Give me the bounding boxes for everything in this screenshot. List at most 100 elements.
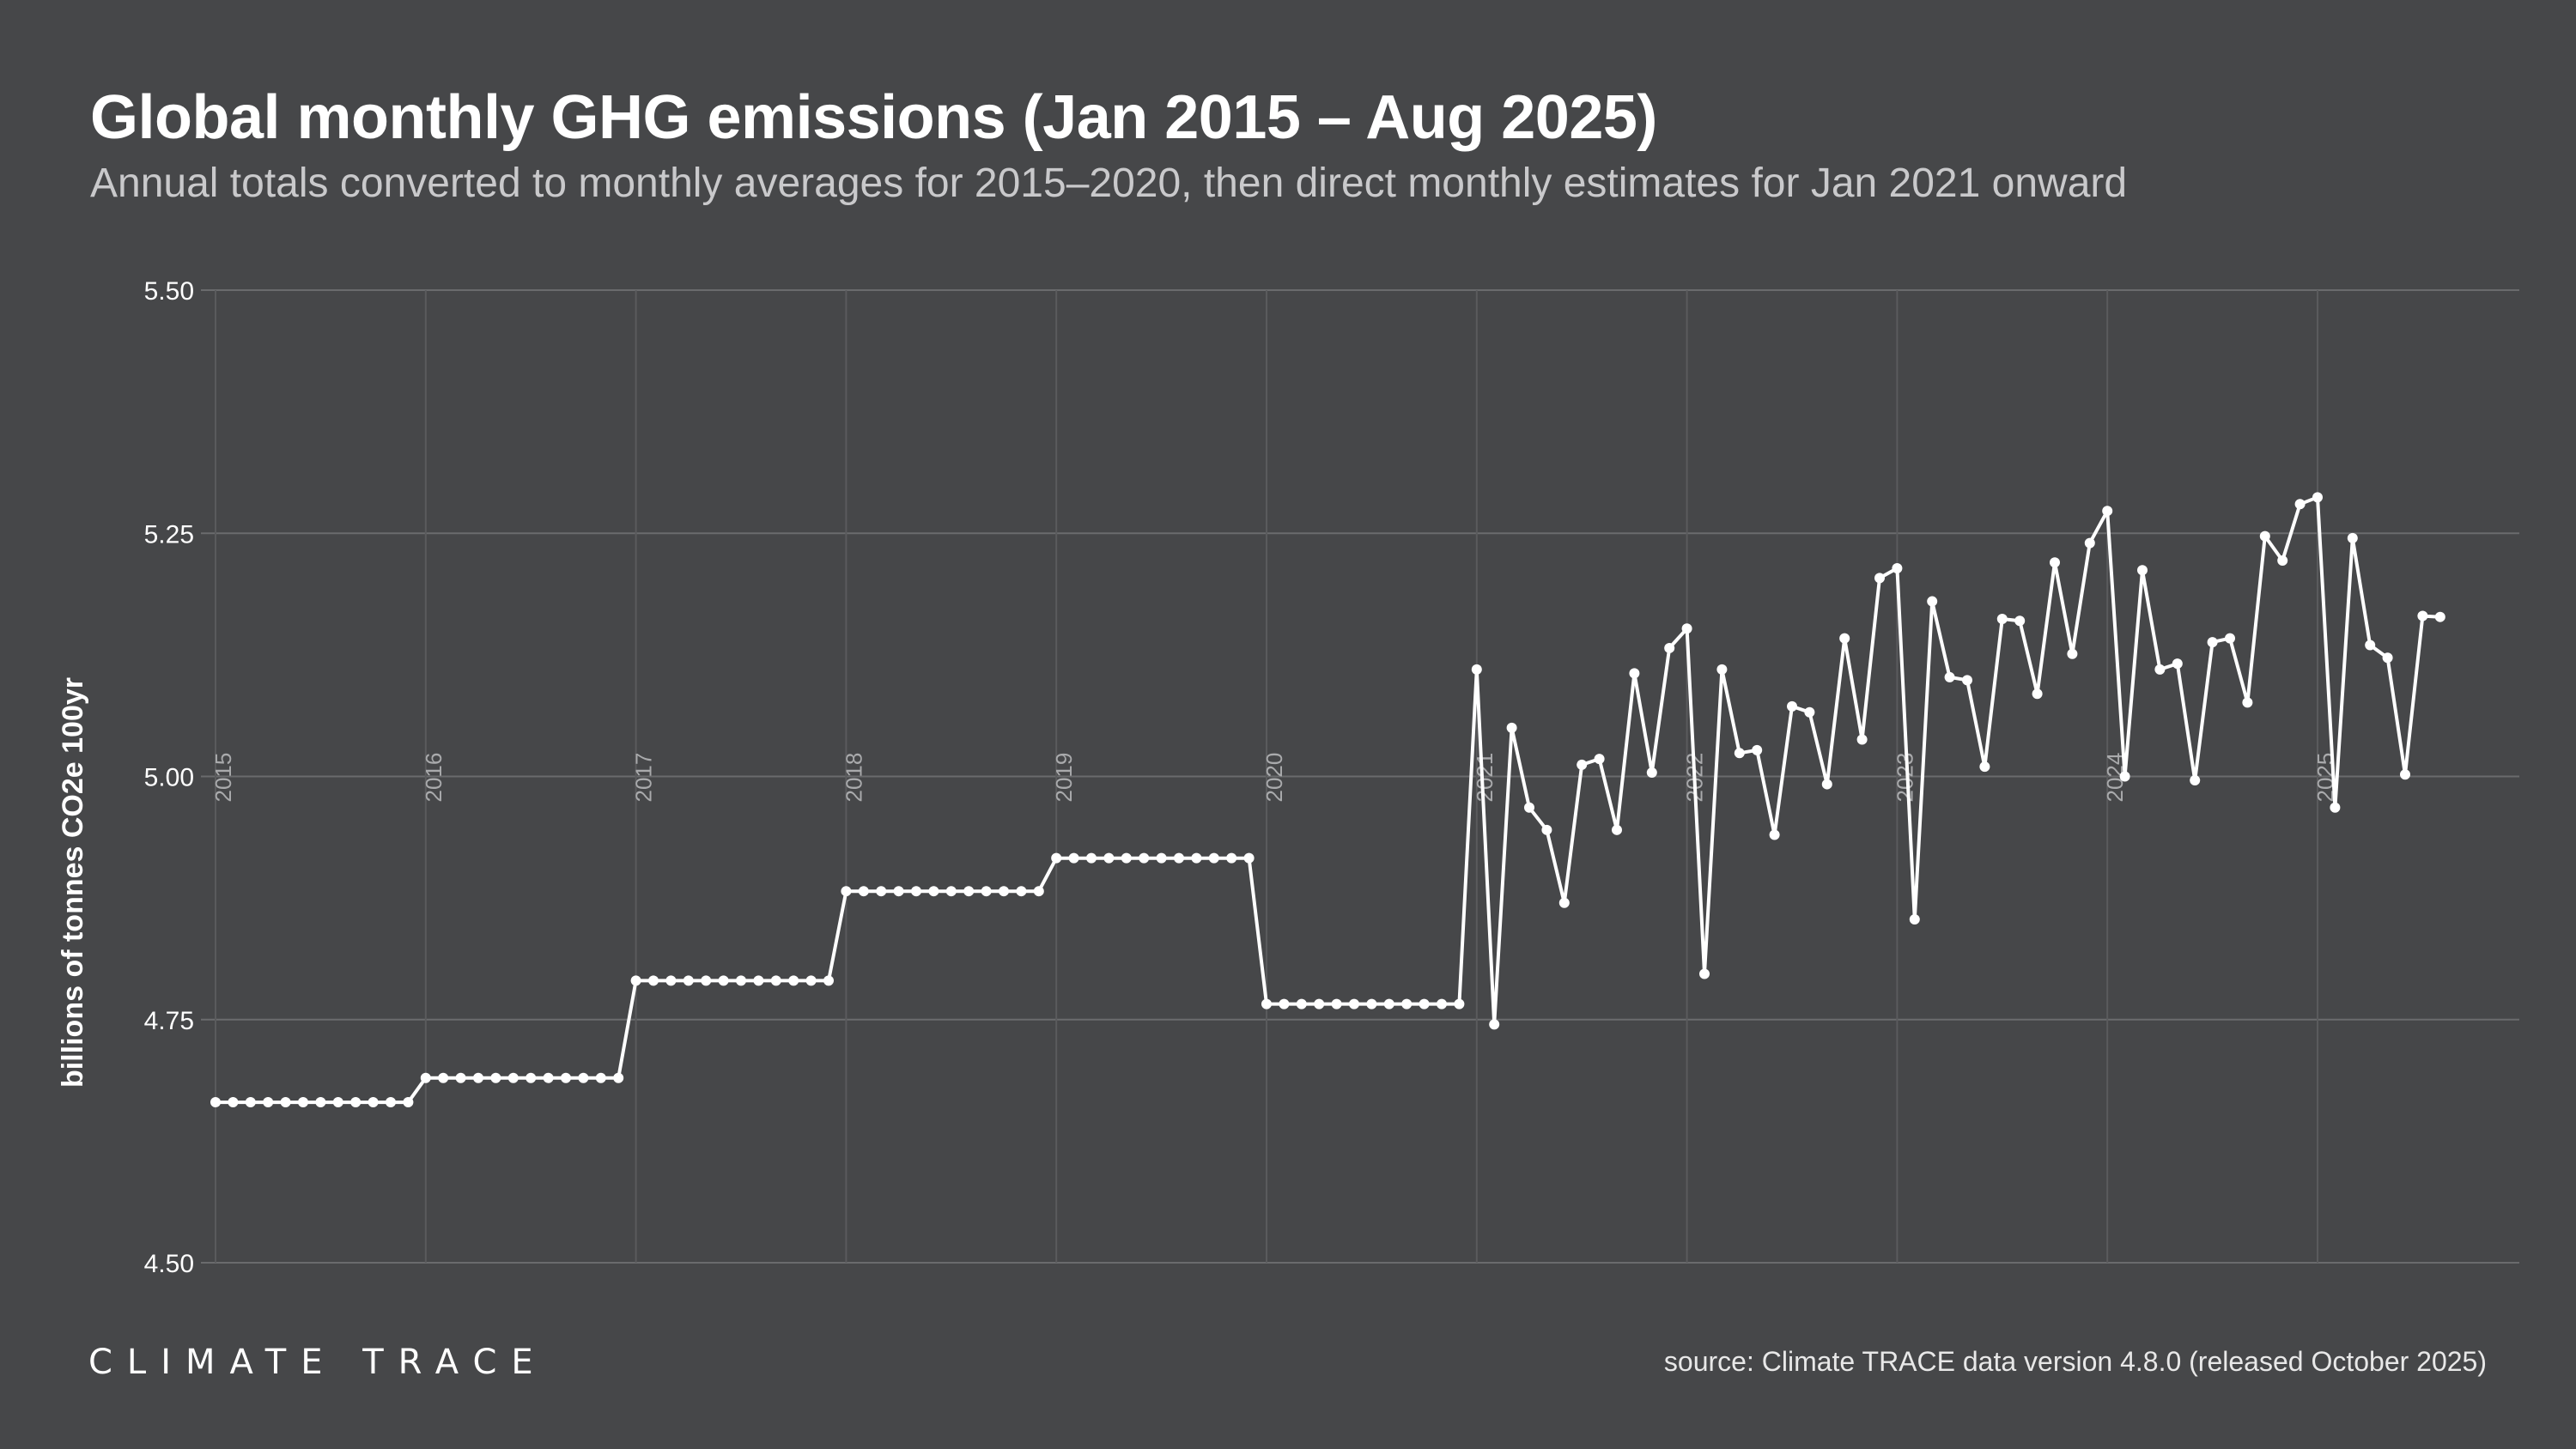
- data-point: [1558, 897, 1570, 908]
- data-point: [1279, 998, 1290, 1009]
- data-point: [1086, 852, 1097, 864]
- data-point: [1349, 998, 1359, 1009]
- data-point: [2014, 615, 2026, 627]
- data-point: [2365, 640, 2376, 651]
- data-point: [1331, 998, 1342, 1009]
- data-point: [736, 975, 746, 986]
- data-point: [1121, 852, 1132, 864]
- data-point: [1769, 829, 1780, 840]
- data-point: [438, 1072, 449, 1083]
- data-point: [805, 975, 817, 986]
- data-point: [526, 1072, 537, 1083]
- data-point: [1804, 706, 1815, 718]
- data-point: [1208, 852, 1219, 864]
- year-label: 2016: [421, 753, 447, 803]
- data-point: [1366, 998, 1377, 1009]
- year-label: 2018: [841, 753, 866, 803]
- data-point: [578, 1072, 589, 1083]
- year-label: 2019: [1051, 753, 1077, 803]
- data-point: [1979, 761, 1990, 773]
- data-point: [543, 1072, 554, 1083]
- data-point: [1646, 767, 1657, 778]
- data-point: [963, 886, 975, 897]
- data-point: [2102, 506, 2113, 517]
- data-point: [1191, 852, 1202, 864]
- y-axis-label: billions of tonnes CO2e 100yr: [57, 677, 89, 1088]
- data-point: [718, 975, 729, 986]
- data-point: [2294, 499, 2306, 510]
- data-point: [981, 886, 992, 897]
- data-point: [788, 975, 799, 986]
- data-point: [1699, 968, 1710, 979]
- data-point: [280, 1097, 291, 1108]
- data-point: [1296, 998, 1307, 1009]
- data-point: [648, 975, 659, 986]
- data-point: [876, 886, 887, 897]
- data-point: [2242, 697, 2253, 708]
- data-point: [1139, 852, 1150, 864]
- data-point: [490, 1072, 501, 1083]
- data-point: [1787, 700, 1797, 712]
- data-point: [1927, 596, 1938, 607]
- data-point: [1839, 633, 1850, 644]
- y-tick-label: 4.75: [144, 1007, 194, 1035]
- data-point: [1226, 852, 1237, 864]
- data-point: [1821, 779, 1832, 790]
- year-label: 2017: [631, 753, 657, 803]
- data-point: [2382, 652, 2393, 664]
- data-point: [1261, 998, 1272, 1009]
- data-point: [507, 1072, 519, 1083]
- data-point: [298, 1097, 308, 1108]
- data-point: [911, 886, 921, 897]
- data-point: [893, 886, 904, 897]
- data-point: [2172, 658, 2183, 670]
- data-point: [1752, 744, 1763, 755]
- data-point: [1874, 573, 1885, 584]
- data-point: [999, 886, 1009, 897]
- data-point: [701, 975, 712, 986]
- data-point: [2050, 557, 2060, 568]
- grid-layer: 4.50 4.75 5.00 5.25 5.50 2015 2016 2017 2018 2019…: [144, 277, 2519, 1278]
- data-point: [1996, 613, 2008, 624]
- data-point: [561, 1072, 571, 1083]
- data-point: [630, 975, 641, 986]
- data-point: [2154, 664, 2166, 675]
- data-point: [1856, 734, 1868, 745]
- data-point: [753, 975, 764, 986]
- data-point: [350, 1097, 361, 1108]
- point-layer: [210, 492, 2445, 1108]
- data-point: [613, 1072, 624, 1083]
- data-point: [2137, 565, 2148, 576]
- data-point: [1524, 802, 1534, 813]
- data-point: [2400, 769, 2410, 780]
- data-point: [2434, 611, 2445, 622]
- data-point: [1243, 852, 1255, 864]
- data-point: [841, 886, 852, 897]
- data-point: [332, 1097, 343, 1108]
- data-point: [1612, 824, 1622, 835]
- data-point: [1401, 998, 1413, 1009]
- data-point: [245, 1097, 256, 1108]
- data-point: [1383, 998, 1394, 1009]
- data-point: [1944, 671, 1955, 682]
- data-point: [420, 1072, 431, 1083]
- data-point: [1664, 642, 1675, 653]
- data-point: [1454, 998, 1465, 1009]
- data-point: [2347, 532, 2358, 543]
- data-point: [1016, 886, 1027, 897]
- y-tick-label: 4.50: [144, 1250, 194, 1278]
- data-point: [403, 1097, 414, 1108]
- data-point: [1506, 722, 1517, 733]
- y-tick-label: 5.50: [144, 277, 194, 306]
- data-point: [945, 886, 957, 897]
- data-point: [2119, 771, 2130, 782]
- data-point: [928, 886, 939, 897]
- data-point: [368, 1097, 379, 1108]
- year-label: 2020: [1261, 753, 1287, 803]
- climate-trace-logo: CLIMATE TRACE: [88, 1343, 548, 1382]
- data-point: [1892, 563, 1903, 574]
- data-point: [315, 1097, 326, 1108]
- data-point: [1419, 998, 1430, 1009]
- data-point: [455, 1072, 466, 1083]
